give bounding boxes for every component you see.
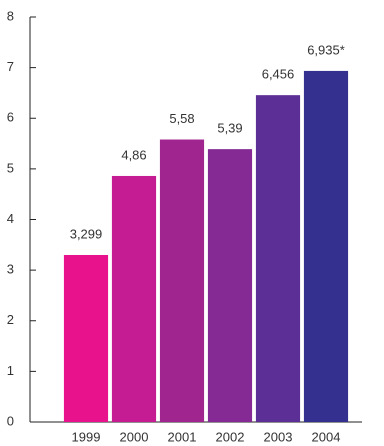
bar [111, 175, 157, 422]
value-label: 6,456 [262, 67, 295, 82]
y-tick-label: 8 [7, 8, 14, 23]
value-label: 3,299 [70, 226, 103, 241]
bar [255, 95, 301, 422]
value-label: 5,58 [169, 111, 194, 126]
x-tick-label: 1999 [72, 429, 101, 444]
value-label: 4,86 [121, 147, 146, 162]
y-tick-label: 4 [7, 211, 14, 226]
x-tick-label: 2001 [168, 429, 197, 444]
x-tick-label: 2003 [264, 429, 293, 444]
y-tick-label: 1 [7, 363, 14, 378]
bar [159, 139, 205, 422]
bar [207, 149, 253, 422]
y-tick-label: 3 [7, 262, 14, 277]
y-tick-label: 5 [7, 160, 14, 175]
x-tick-label: 2002 [216, 429, 245, 444]
y-tick-label: 2 [7, 312, 14, 327]
y-tick-label: 6 [7, 110, 14, 125]
value-label: 6,935* [307, 42, 345, 57]
y-tick-label: 0 [7, 413, 14, 428]
x-tick-label: 2000 [120, 429, 149, 444]
bar [63, 254, 109, 422]
bar [303, 70, 349, 423]
value-label: 5,39 [217, 121, 242, 136]
x-tick-label: 2004 [312, 429, 341, 444]
y-tick-label: 7 [7, 59, 14, 74]
